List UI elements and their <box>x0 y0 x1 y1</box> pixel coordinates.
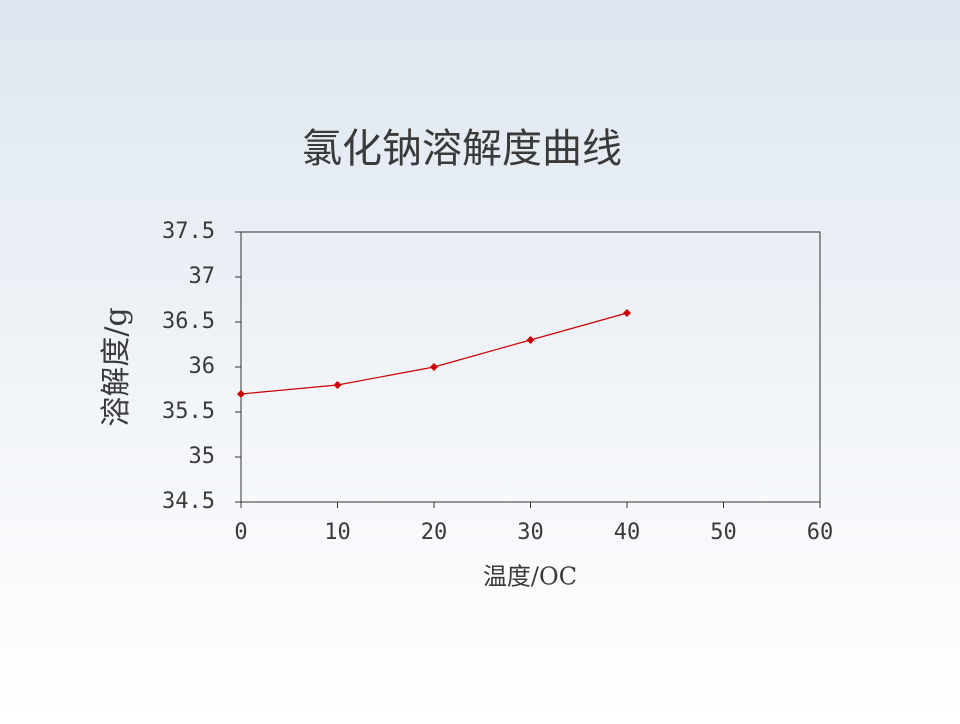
data-point <box>237 390 245 398</box>
x-tick-label: 60 <box>807 520 834 545</box>
x-tick-label: 50 <box>710 520 737 545</box>
x-tick-label: 40 <box>614 520 641 545</box>
plot-frame <box>240 231 821 503</box>
x-tick-label: 20 <box>421 520 448 545</box>
data-line <box>240 312 628 395</box>
x-tick-label: 30 <box>517 520 544 545</box>
x-tick-label: 0 <box>234 520 247 545</box>
y-tick-label: 35 <box>189 444 216 469</box>
y-tick-label: 37.5 <box>162 219 215 244</box>
x-axis-label: 温度/OC <box>483 563 577 591</box>
data-point <box>526 336 535 344</box>
data-point <box>623 309 631 317</box>
y-tick-label: 34.5 <box>162 489 215 514</box>
y-tick-label: 35.5 <box>162 399 215 424</box>
data-point <box>333 381 342 389</box>
y-tick-label: 36.5 <box>162 309 215 334</box>
chart-title: 氯化钠溶解度曲线 <box>302 126 622 172</box>
y-tick-label: 36 <box>189 354 216 379</box>
data-point <box>430 363 438 371</box>
y-axis-label: 溶解度/g <box>99 307 134 426</box>
x-tick-label: 10 <box>324 520 351 545</box>
y-tick-label: 37 <box>189 264 216 289</box>
